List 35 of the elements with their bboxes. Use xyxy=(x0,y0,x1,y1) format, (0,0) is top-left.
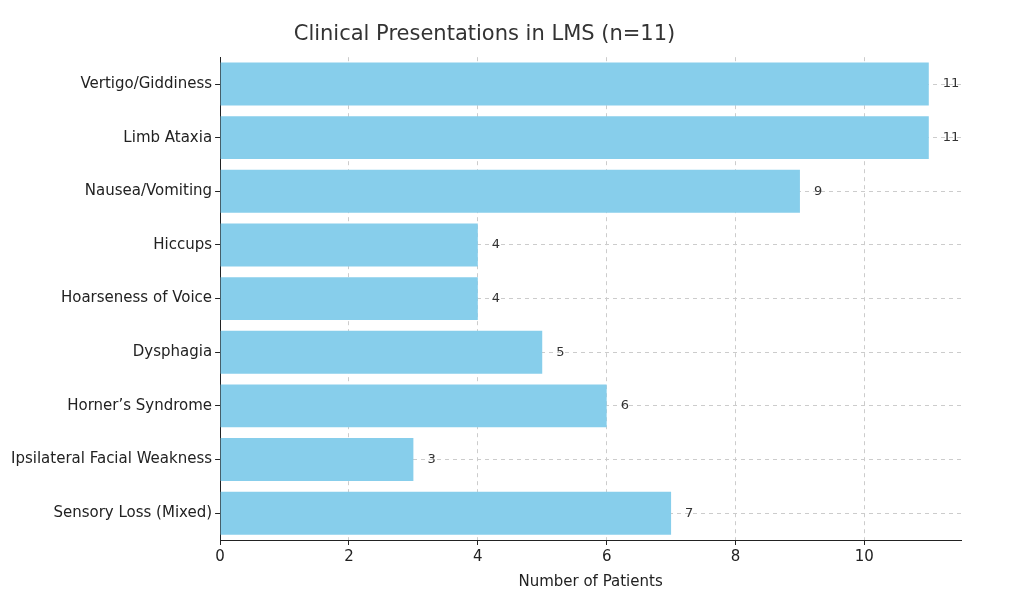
data-label: 3 xyxy=(427,450,436,466)
bar xyxy=(220,491,672,535)
bar xyxy=(220,384,607,428)
x-axis-title: Number of Patients xyxy=(518,571,663,590)
data-label: 6 xyxy=(620,397,629,413)
bar xyxy=(220,169,800,213)
x-tick-label: 0 xyxy=(215,546,225,565)
x-tick-label: 10 xyxy=(854,546,874,565)
data-label: 9 xyxy=(813,182,823,198)
x-tick-label: 6 xyxy=(601,546,612,565)
x-tick-label: 8 xyxy=(730,546,741,565)
bar xyxy=(220,277,478,321)
y-tick-label: Dysphagia xyxy=(132,342,213,361)
bar xyxy=(220,62,929,106)
data-label: 5 xyxy=(556,343,565,359)
data-label: 4 xyxy=(491,289,501,305)
y-tick-label: Sensory Loss (Mixed) xyxy=(53,503,213,522)
y-tick-label: Hoarseness of Voice xyxy=(60,288,213,307)
y-tick-label: Vertigo/Giddiness xyxy=(80,73,213,92)
x-tick-label: 2 xyxy=(344,546,354,565)
y-tick-label: Ipsilateral Facial Weakness xyxy=(10,449,213,468)
y-tick-label: Horner’s Syndrome xyxy=(67,395,213,414)
y-tick-label: Hiccups xyxy=(153,234,213,253)
data-label: 7 xyxy=(685,504,694,520)
data-label: 11 xyxy=(942,75,960,91)
y-tick-label: Limb Ataxia xyxy=(123,127,213,146)
x-tick-label: 4 xyxy=(473,546,483,565)
chart-title: Clinical Presentations in LMS (n=11) xyxy=(293,21,676,46)
data-label: 4 xyxy=(491,236,501,252)
data-label: 11 xyxy=(942,129,960,145)
y-tick-label: Nausea/Vomiting xyxy=(84,181,213,200)
bar xyxy=(220,330,543,374)
bar xyxy=(220,438,414,481)
bar xyxy=(220,223,478,267)
bar xyxy=(220,116,929,160)
